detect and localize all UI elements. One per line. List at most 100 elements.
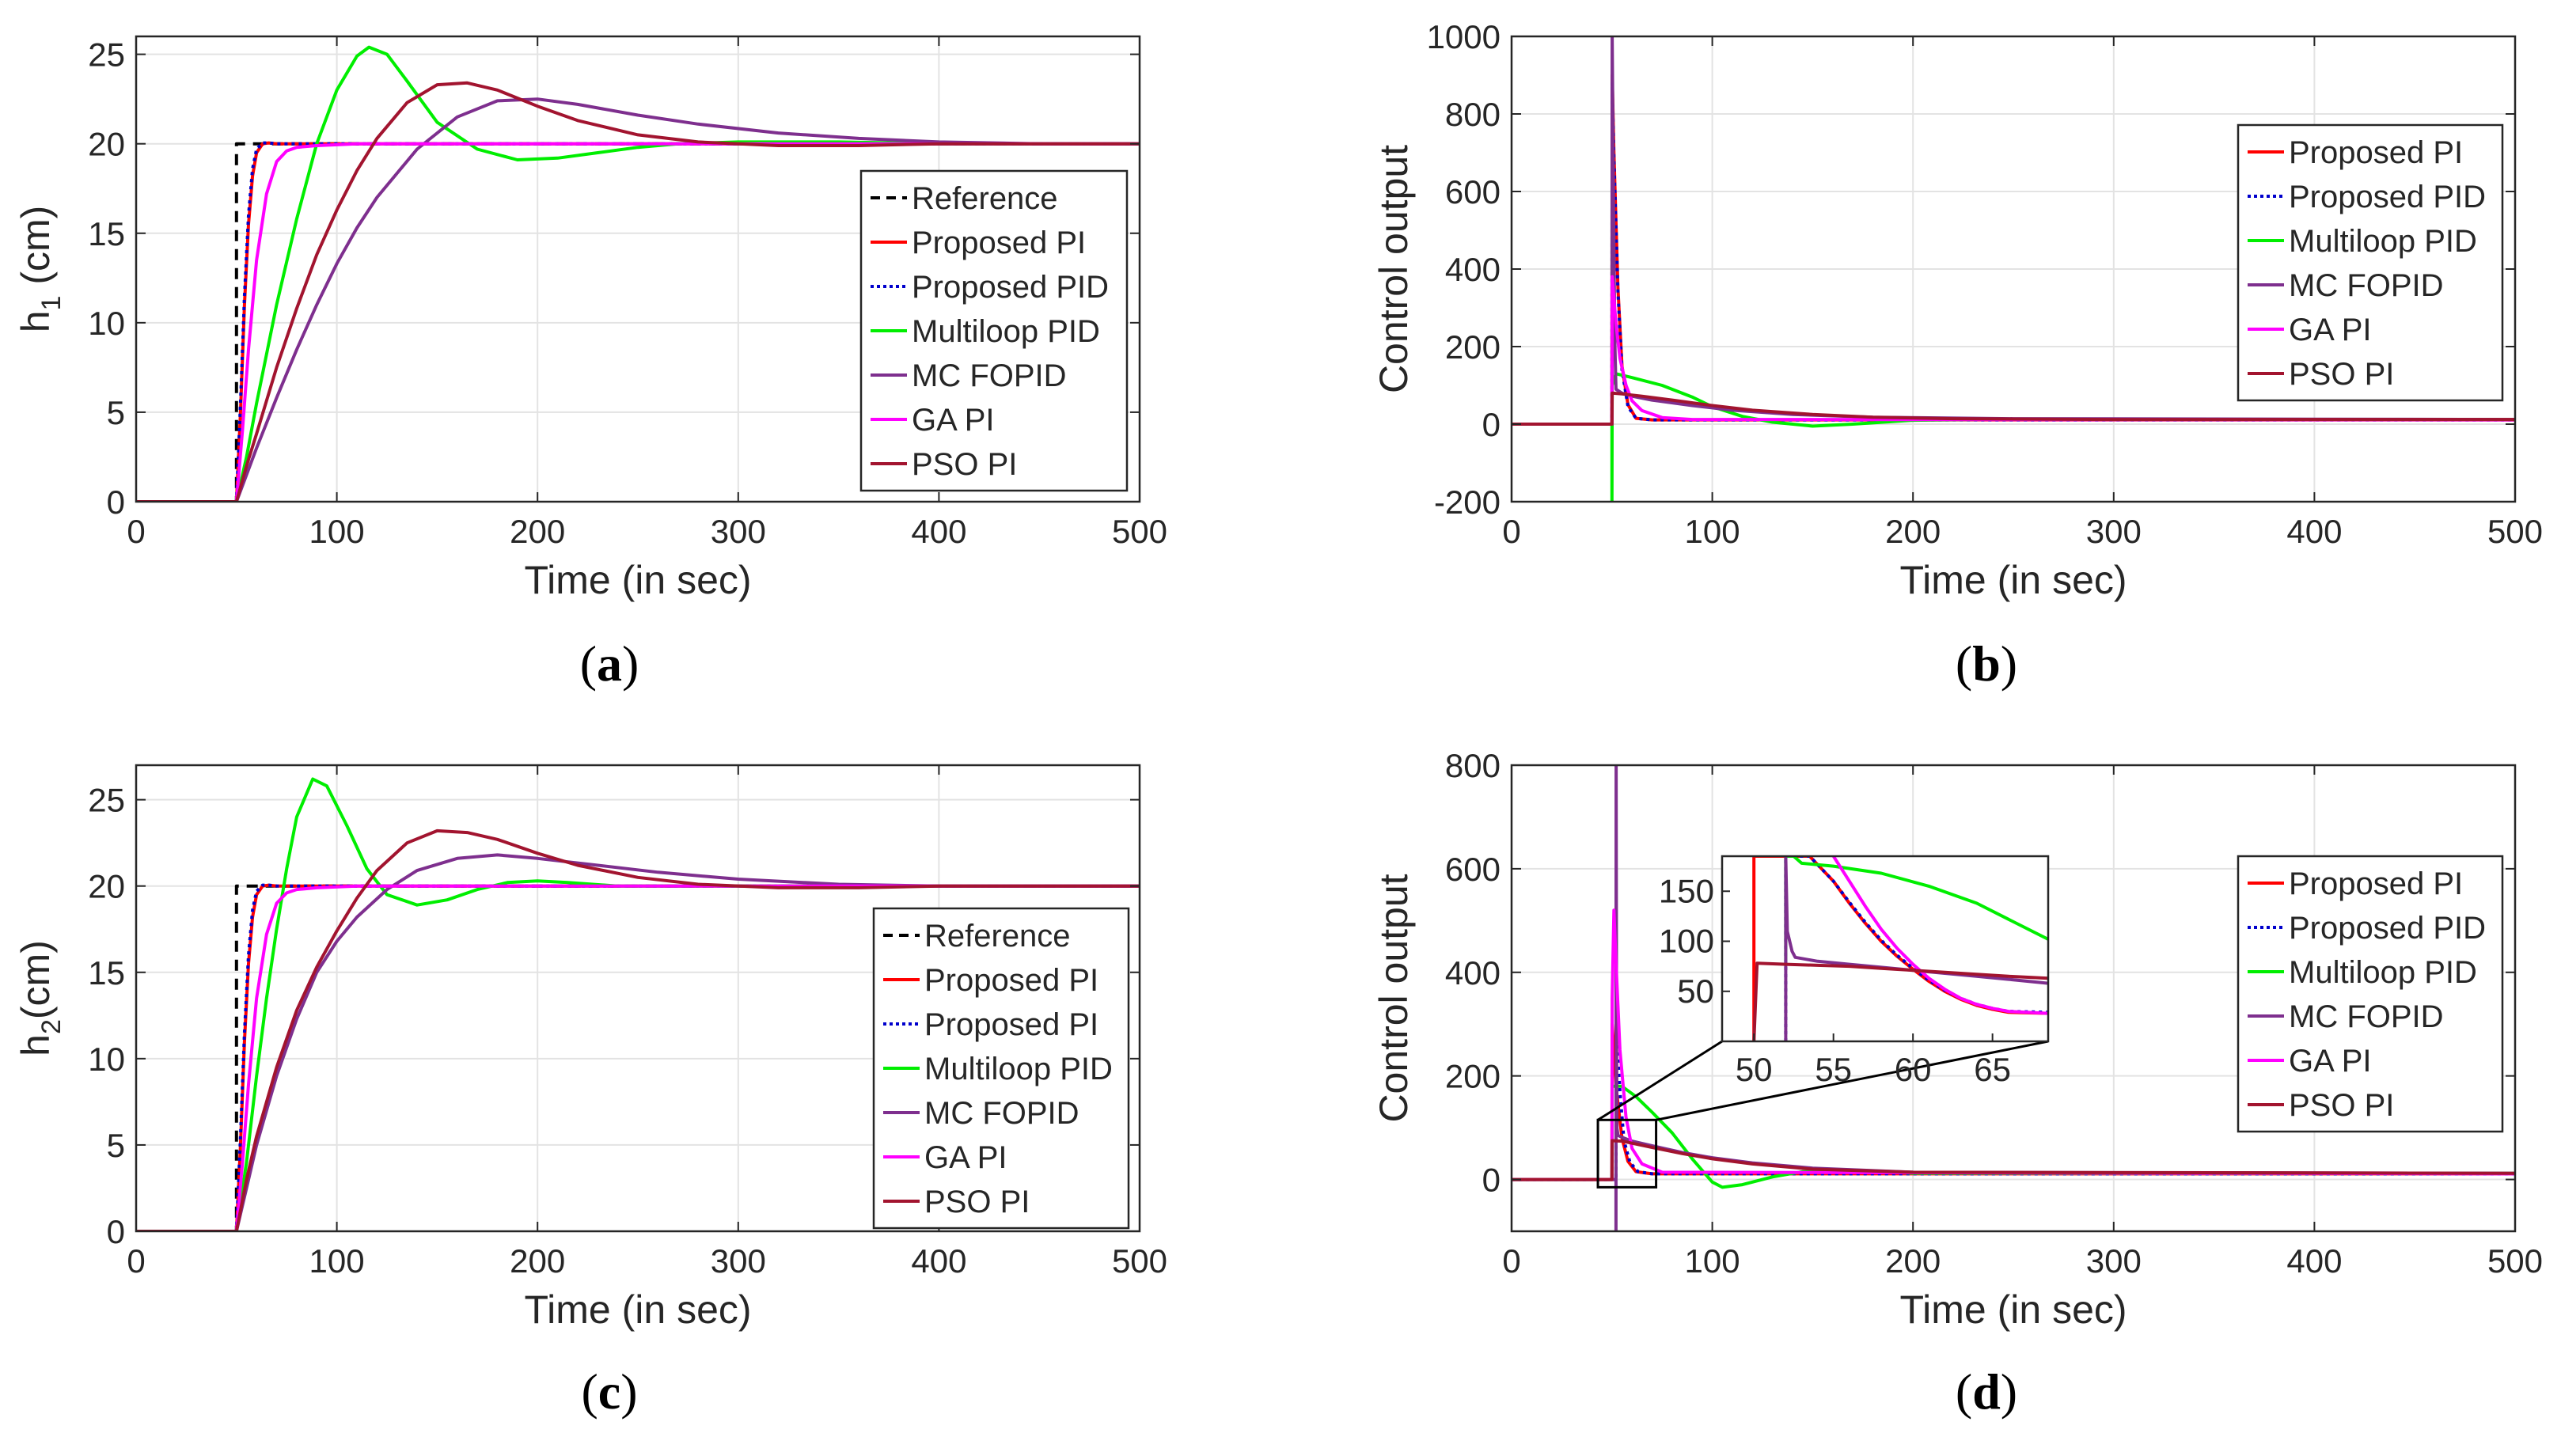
legend-label: Multiloop PID [2289,955,2477,990]
chart-panel-d: 0 100 200 300 400 500 0 200 400 600 800 Time (in se… [1372,747,2543,1420]
legend: Proposed PI Proposed PID Multiloop PID MC F… [2237,855,2504,1133]
axes-box [135,35,1141,503]
x-tick-label: 300 [2086,1242,2142,1280]
x-tick-label: 100 [1685,1242,1740,1280]
chart-panel-b: 0 100 200 300 400 500-20002004006008001000Tim… [1372,18,2543,692]
x-axis-label: Time (in sec) [524,558,751,602]
series-line-ga-pi [136,884,1140,1231]
legend-label: GA PI [2289,313,2372,347]
x-tick-label: 500 [2487,1242,2543,1280]
y-tick-label: 600 [1445,173,1501,210]
y-tick-label: 15 [88,954,125,992]
legend-label: PSO PI [924,1185,1030,1219]
legend: Reference Proposed PI Proposed PID Multiloo… [859,169,1129,492]
legend-label: Proposed PI [2289,135,2463,170]
y-tick-label: 1000 [1427,18,1501,55]
x-tick-label: 200 [510,1242,565,1280]
chart-panel-c: 0 100 200 300 400 500 0 5 10 15 20 25 Time (in sec) h… [13,764,1167,1420]
y-tick-label: 20 [88,868,125,905]
y-tick-label: -200 [1434,483,1501,521]
inset-y-tick-label: 100 [1659,923,1714,960]
y-tick-label: 25 [88,36,125,74]
x-axis-label: Time (in sec) [1899,1287,2127,1332]
x-tick-label: 300 [711,513,766,550]
y-tick-label: 800 [1445,747,1501,784]
y-tick-label: 200 [1445,1058,1501,1095]
chart-panel-a: 0 100 200 300 400 500 0 5 10 15 20 25 Time (in sec) h… [13,35,1167,692]
legend-label: Proposed PID [912,270,1109,305]
y-tick-label: 400 [1445,954,1501,992]
x-tick-label: 0 [1502,513,1520,550]
x-tick-label: 400 [2286,1242,2342,1280]
inset-plot: 50 55 60 65 50 100 150 [1659,855,2050,1088]
x-tick-label: 0 [127,1242,145,1280]
x-tick-label: 200 [510,513,565,550]
legend-box [2237,855,2504,1133]
x-tick-label: 0 [127,513,145,550]
panel-caption: (c) [581,1363,637,1420]
legend-label: MC FOPID [2289,999,2444,1034]
x-tick-label: 200 [1885,1242,1941,1280]
inset-x-tick-label: 65 [1974,1051,2011,1088]
x-axis-label: Time (in sec) [1899,558,2127,602]
inset-x-tick-label: 60 [1895,1051,1932,1088]
panel-caption: (a) [580,635,639,692]
legend-label: GA PI [2289,1044,2372,1079]
legend-label: Proposed PI [924,963,1098,998]
panel-caption: (b) [1956,635,2017,692]
series-line-pso-pi [1512,391,2515,426]
y-tick-label: 200 [1445,328,1501,366]
x-tick-label: 300 [711,1242,766,1280]
series-line-pso-pi [1512,1139,2515,1181]
series-line-ga-pi [1512,275,2515,426]
axes-box [135,764,1141,1233]
legend-label: Proposed PI [924,1007,1098,1042]
y-axis-label: h1 (cm) [13,206,66,333]
x-tick-label: 500 [1112,513,1167,550]
y-tick-label: 800 [1445,96,1501,133]
x-tick-label: 200 [1885,513,1941,550]
y-tick-label: 0 [1482,1162,1501,1199]
inset-series-line [1752,961,2048,1041]
legend: Proposed PI Proposed PID Multiloop PID MC F… [2237,123,2504,402]
legend-label: GA PI [924,1140,1007,1175]
zoom-box [1596,1118,1658,1189]
legend-label: MC FOPID [924,1096,1079,1131]
y-axis-label: h2(cm) [13,940,66,1056]
inset-x-tick-label: 55 [1815,1051,1852,1088]
y-tick-label: 5 [107,394,125,431]
y-tick-label: 10 [88,305,125,342]
legend-label: Multiloop PID [924,1052,1113,1086]
legend-label: Proposed PI [912,226,1086,260]
y-tick-label: 20 [88,126,125,163]
legend-label: PSO PI [2289,1088,2394,1123]
y-axis-label: Control output [1372,874,1416,1122]
legend-box [2237,123,2504,402]
legend-label: Reference [912,181,1058,216]
series-line-proposed-pi [136,883,1140,1231]
panel-caption: (d) [1956,1363,2017,1420]
x-tick-label: 400 [2286,513,2342,550]
legend-label: MC FOPID [912,358,1067,393]
legend: Reference Proposed PI Proposed PI Multiloop… [872,907,1130,1230]
y-tick-label: 0 [107,1213,125,1250]
series-line-ga-pi [1512,908,2515,1181]
x-tick-label: 100 [309,1242,365,1280]
x-tick-label: 100 [1685,513,1740,550]
inset-series-line [1784,856,2048,961]
inset-series-line [1832,856,2048,1015]
y-tick-label: 10 [88,1041,125,1078]
series-line-mc-fopid [136,853,1140,1231]
y-tick-label: 600 [1445,851,1501,888]
inset-area [1722,856,2048,1041]
series-line-pso-pi [136,81,1140,502]
legend-label: Multiloop PID [912,314,1100,349]
series-line-pso-pi [136,828,1140,1231]
y-tick-label: 0 [1482,406,1501,443]
inset-series-line [1784,856,2048,1041]
legend-label: PSO PI [912,447,1017,482]
x-tick-label: 400 [911,1242,966,1280]
y-tick-label: 15 [88,215,125,252]
x-tick-label: 0 [1502,1242,1520,1280]
